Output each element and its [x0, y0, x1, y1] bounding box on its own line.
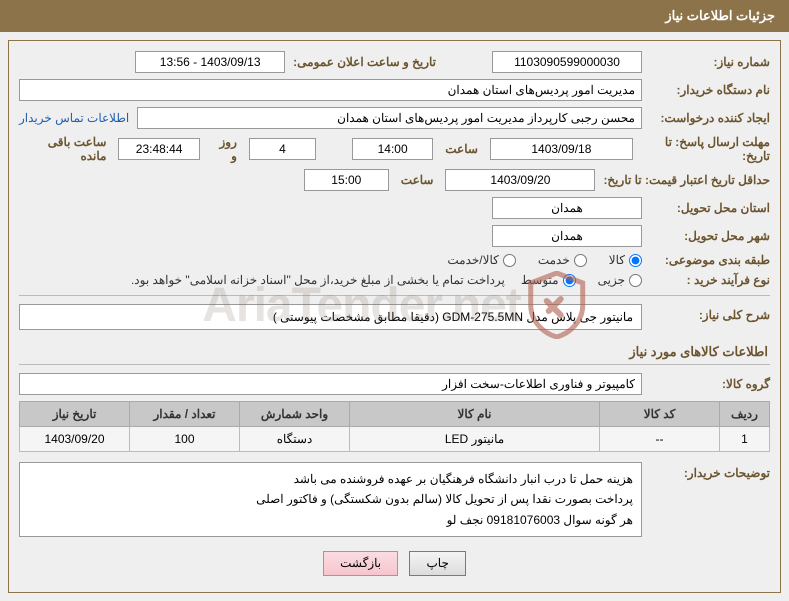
need-no-label: شماره نیاز: [650, 55, 770, 69]
announce-dt-value: 1403/09/13 - 13:56 [135, 51, 285, 73]
remaining-days-value: 4 [249, 138, 316, 160]
th-date: تاریخ نیاز [20, 402, 130, 427]
buyer-org-value: مدیریت امور پردیس‌های استان همدان [19, 79, 642, 101]
table-row: 1 -- مانیتور LED دستگاه 100 1403/09/20 [20, 427, 770, 452]
city-label: شهر محل تحویل: [650, 229, 770, 243]
radio-goods[interactable]: کالا [609, 253, 642, 267]
radio-service[interactable]: خدمت [538, 253, 587, 267]
reply-date-value: 1403/09/18 [490, 138, 633, 160]
price-valid-time-value: 15:00 [304, 169, 389, 191]
panel-header: جزئیات اطلاعات نیاز [0, 0, 789, 32]
buyer-note-line: هر گونه سوال 09181076003 نجف لو [28, 510, 633, 530]
province-label: استان محل تحویل: [650, 201, 770, 215]
subject-class-radios: کالا خدمت کالا/خدمت [447, 253, 642, 267]
reply-time-value: 14:00 [352, 138, 433, 160]
th-row: ردیف [720, 402, 770, 427]
time-label-2: ساعت [397, 173, 438, 187]
need-no-value: 1103090599000030 [492, 51, 642, 73]
th-unit: واحد شمارش [240, 402, 350, 427]
details-panel: AriaTender.net شماره نیاز: 1103090599000… [8, 40, 781, 593]
time-label-1: ساعت [441, 142, 482, 156]
th-code: کد کالا [600, 402, 720, 427]
buyer-note-line: هزینه حمل تا درب انبار دانشگاه فرهنگیان … [28, 469, 633, 489]
print-button[interactable]: چاپ [409, 551, 465, 576]
cell-qty: 100 [130, 427, 240, 452]
subject-class-label: طبقه بندی موضوعی: [650, 253, 770, 267]
radio-medium[interactable]: متوسط [521, 273, 576, 287]
cell-row: 1 [720, 427, 770, 452]
need-desc-value: مانیتور جی پلاس مدل GDM-275.5MN (دقیقا م… [19, 304, 642, 330]
panel-title: جزئیات اطلاعات نیاز [665, 8, 775, 23]
contact-link[interactable]: اطلاعات تماس خریدار [19, 111, 129, 125]
city-value: همدان [492, 225, 642, 247]
province-value: همدان [492, 197, 642, 219]
goods-section-title: اطلاعات کالاهای مورد نیاز [19, 338, 770, 365]
buyer-org-label: نام دستگاه خریدار: [650, 83, 770, 97]
buyer-notes-box: هزینه حمل تا درب انبار دانشگاه فرهنگیان … [19, 462, 642, 537]
process-radios: جزیی متوسط [521, 273, 642, 287]
cell-date: 1403/09/20 [20, 427, 130, 452]
radio-goods-service[interactable]: کالا/خدمت [447, 253, 515, 267]
button-row: چاپ بازگشت [19, 551, 770, 576]
goods-group-value: کامپیوتر و فناوری اطلاعات-سخت افزار [19, 373, 642, 395]
remaining-hms-value: 23:48:44 [118, 138, 199, 160]
th-name: نام کالا [350, 402, 600, 427]
reply-deadline-label: مهلت ارسال پاسخ: تا تاریخ: [641, 135, 770, 163]
price-valid-date-value: 1403/09/20 [445, 169, 595, 191]
remaining-label: ساعت باقی مانده [19, 135, 110, 163]
days-and-label: روز و [208, 135, 241, 163]
announce-dt-label: تاریخ و ساعت اعلان عمومی: [293, 55, 436, 69]
cell-name: مانیتور LED [350, 427, 600, 452]
th-qty: تعداد / مقدار [130, 402, 240, 427]
buyer-notes-label: توضیحات خریدار: [650, 462, 770, 480]
goods-table: ردیف کد کالا نام کالا واحد شمارش تعداد /… [19, 401, 770, 452]
process-label: نوع فرآیند خرید : [650, 273, 770, 287]
back-button[interactable]: بازگشت [323, 551, 398, 576]
requester-label: ایجاد کننده درخواست: [650, 111, 770, 125]
divider [19, 295, 770, 296]
treasury-note: پرداخت تمام یا بخشی از مبلغ خرید،از محل … [131, 273, 513, 287]
need-desc-label: شرح کلی نیاز: [650, 304, 770, 330]
price-valid-label: حداقل تاریخ اعتبار قیمت: تا تاریخ: [603, 173, 770, 187]
radio-minor[interactable]: جزیی [598, 273, 642, 287]
goods-group-label: گروه کالا: [650, 377, 770, 391]
cell-unit: دستگاه [240, 427, 350, 452]
cell-code: -- [600, 427, 720, 452]
buyer-note-line: پرداخت بصورت نقدا پس از تحویل کالا (سالم… [28, 489, 633, 509]
table-header-row: ردیف کد کالا نام کالا واحد شمارش تعداد /… [20, 402, 770, 427]
requester-value: محسن رجبی کارپرداز مدیریت امور پردیس‌های… [137, 107, 642, 129]
